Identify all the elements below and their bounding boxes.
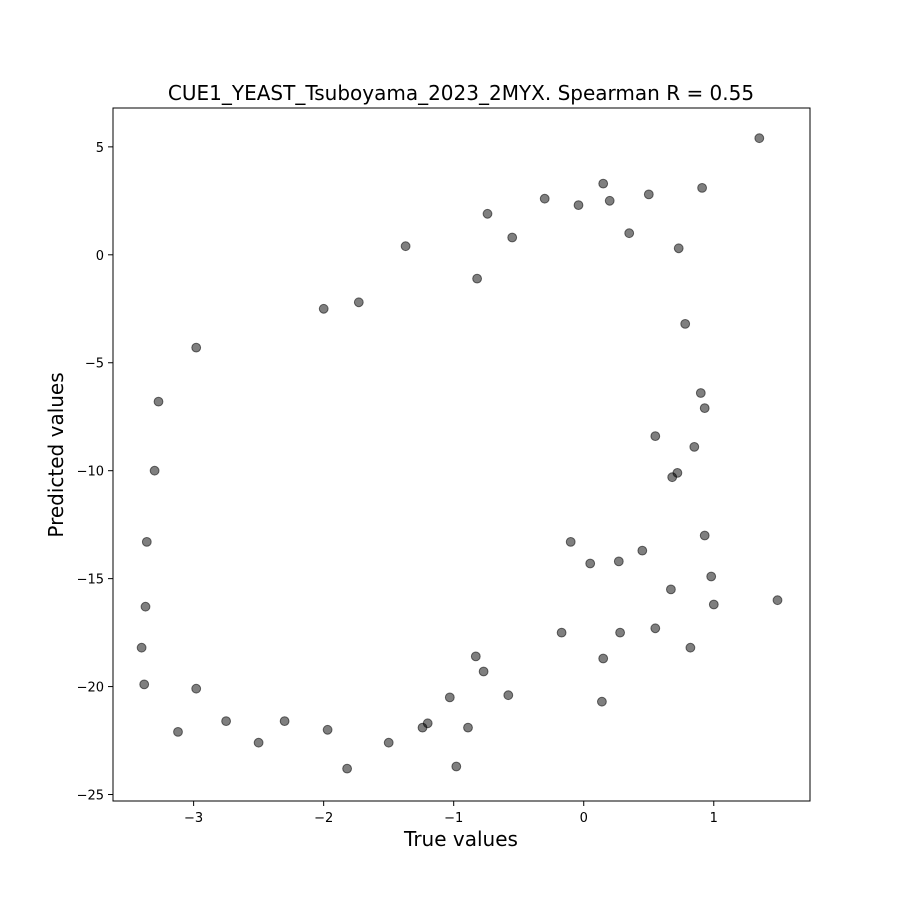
data-point [153,396,164,407]
data-point [221,716,232,726]
plot-frame [112,107,811,802]
chart-title: CUE1_YEAST_Tsuboyama_2023_2MYX. Spearman… [168,81,754,105]
data-point [472,273,483,284]
data-point [140,601,151,612]
data-point [598,653,609,664]
data-point [673,243,684,254]
data-point [772,595,783,606]
data-point [149,465,160,476]
data-point [754,133,765,144]
y-tick-label: −25 [77,789,104,804]
data-point [444,692,455,703]
data-point [253,737,264,748]
data-point [400,241,411,252]
data-point [689,442,700,452]
x-axis: −3 −2 −1 0 1 [184,801,718,826]
data-point [353,297,364,308]
points-layer [136,133,783,774]
data-point [637,545,648,556]
x-axis-label: True values [403,827,518,851]
data-point [141,537,152,547]
data-point [191,683,202,694]
data-point [507,232,518,243]
y-tick-label: −10 [77,465,104,480]
data-point [565,537,576,547]
x-tick-label: −3 [184,811,203,826]
data-point [666,584,676,595]
data-point [604,195,615,206]
data-point [482,208,493,219]
data-point [699,403,710,414]
data-point [624,228,635,239]
data-point [613,556,624,567]
y-tick-label: 0 [96,249,104,264]
data-point [503,690,514,701]
y-tick-label: 5 [96,141,104,156]
data-point [708,599,719,610]
data-point [451,761,462,772]
data-point [685,642,696,653]
data-point [573,200,584,211]
x-tick-label: 1 [710,811,718,826]
data-point [699,530,710,541]
data-point [191,342,202,353]
data-point [615,627,625,638]
data-point [695,388,706,398]
data-point [342,763,353,774]
data-point [597,696,607,707]
data-point [706,571,717,582]
y-axis: −25 −20 −15 −10 −5 0 5 [77,141,113,804]
data-point [556,627,567,638]
data-point [643,189,654,200]
data-point [279,716,290,726]
data-point [173,727,183,737]
data-point [667,472,678,483]
data-point [585,558,596,569]
data-point [470,651,481,662]
data-point [650,431,661,442]
data-point [139,679,150,690]
data-point [697,183,707,193]
y-tick-label: −5 [85,357,104,372]
data-point [680,319,691,329]
data-point [598,178,609,189]
y-tick-label: −20 [77,681,104,696]
data-point [136,642,147,653]
data-point [318,303,329,314]
data-point [478,666,489,677]
x-tick-label: −2 [314,811,333,826]
y-axis-label: Predicted values [44,372,68,537]
x-tick-label: −1 [444,811,463,826]
data-point [650,623,661,634]
data-point [463,722,473,733]
y-tick-label: −15 [77,573,104,588]
data-point [383,737,394,748]
x-tick-label: 0 [580,811,588,826]
data-point [322,724,333,735]
data-point [417,722,428,733]
data-point [539,193,550,204]
